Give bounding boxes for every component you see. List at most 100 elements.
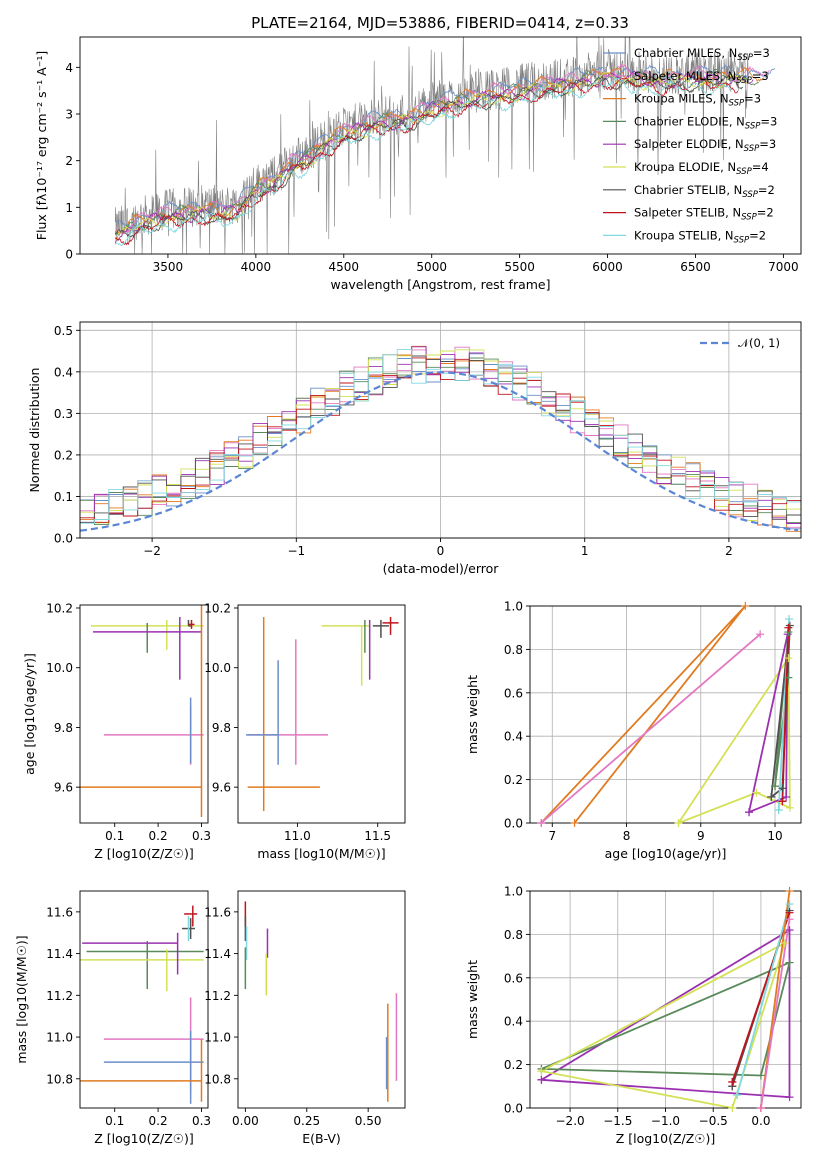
x-tick-label: −0.5 <box>699 1114 728 1128</box>
legend-entry: Chabrier STELIB, NSSP=2 <box>634 183 775 200</box>
y-tick-label: 11.4 <box>46 947 73 961</box>
x-tick-label: 0.3 <box>192 1114 211 1128</box>
legend-entry: Kroupa ELODIE, NSSP=4 <box>634 160 769 177</box>
legend-label-sub: SSP <box>737 53 753 63</box>
plot-area <box>246 616 399 812</box>
y-tick-label: 1 <box>65 201 73 215</box>
markers <box>537 926 794 1102</box>
axes-frame <box>529 605 802 824</box>
x-axis-label: Z [log10(Z/Z☉)] <box>94 1131 194 1146</box>
y-tick-label: 0.2 <box>504 773 523 787</box>
markers <box>756 915 794 1112</box>
legend-label-text: Chabrier STELIB, N <box>634 183 742 197</box>
x-tick-label: 0.2 <box>149 1114 168 1128</box>
legend-entry: Salpeter MILES, NSSP=3 <box>634 69 769 86</box>
y-tick-label: 0.6 <box>504 686 523 700</box>
legend-label-sub: SSP <box>741 213 757 223</box>
axes: −2.0 −1.5 −1.0 −0.5 0.0 0.0 0.2 0.4 0.6 0.8 1.0 Z [… <box>465 885 802 1146</box>
x-tick-label: 0.00 <box>232 1114 259 1128</box>
x-tick-label: 9 <box>697 829 705 843</box>
legend-label-text: Chabrier MILES, N <box>634 46 737 60</box>
markers <box>537 630 765 827</box>
y-axis-label: age [log10(age/yr)] <box>22 653 37 775</box>
axes-frame <box>79 321 802 539</box>
x-tick-label: 0.3 <box>192 829 211 843</box>
y-tick-label: 3 <box>65 108 73 122</box>
axes-frame <box>237 890 406 1109</box>
y-tick-label: 10.0 <box>46 661 73 675</box>
axes-frame <box>79 604 209 824</box>
error-point <box>82 932 179 975</box>
legend-label-end: =2 <box>757 206 774 220</box>
legend-label-sub: SSP <box>736 167 752 177</box>
x-tick-label: 2 <box>725 544 733 558</box>
y-tick-label: 9.8 <box>54 721 73 735</box>
chart-title: PLATE=2164, MJD=53886, FIBERID=0414, z=0… <box>251 14 629 32</box>
y-tick-label: 0.3 <box>54 407 73 421</box>
legend-label-end: =3 <box>760 114 777 128</box>
legend-label-end: =3 <box>753 46 770 60</box>
model-line <box>114 64 775 229</box>
weight-line <box>541 941 787 1108</box>
y-tick-label: 9.6 <box>212 781 231 795</box>
weight-line <box>540 633 761 823</box>
axes: −2 −1 0 1 2 0.0 0.1 0.2 0.3 0.4 0.5 (data-model)/er… <box>27 321 802 576</box>
weight-vs-Z-panel: −2.0 −1.5 −1.0 −0.5 0.0 0.0 0.2 0.4 0.6 0.8 1.0 Z [… <box>465 885 802 1146</box>
plot-area <box>244 901 398 1102</box>
axes: 0.1 0.2 0.3 9.6 9.8 10.0 10.2 Z [log10(Z/Z☉)] ag… <box>22 601 211 861</box>
y-axis-label: Flux [fλ10⁻¹⁷ erg cm⁻² s⁻¹ A⁻¹] <box>34 51 49 240</box>
legend-label-sub: SSP <box>744 144 760 154</box>
legend-label-text: Kroupa MILES, N <box>634 92 729 106</box>
x-tick-label: 0.50 <box>355 1114 382 1128</box>
y-tick-label: 0.2 <box>504 1058 523 1072</box>
y-tick-label: 9.6 <box>54 781 73 795</box>
y-tick-label: 0.8 <box>504 643 523 657</box>
y-tick-label: 11.6 <box>204 905 231 919</box>
x-axis-label: (data-model)/error <box>383 561 500 576</box>
legend-entry: Kroupa MILES, NSSP=3 <box>634 92 761 109</box>
plot-area <box>80 605 204 818</box>
y-tick-label: 11.0 <box>46 1031 73 1045</box>
y-tick-label: 0 <box>65 248 73 262</box>
x-tick-label: 7 <box>548 829 556 843</box>
y-tick-label: 0.4 <box>54 365 73 379</box>
legend-label-text: Salpeter MILES, N <box>634 69 736 83</box>
error-point <box>80 1039 203 1102</box>
axes: 0.00 0.25 0.50 10.8 11.0 11.2 11.4 11.6 E(B-V) <box>204 890 406 1146</box>
legend-label-end: =3 <box>759 137 776 151</box>
error-point <box>103 1030 204 1104</box>
y-tick-label: 9.8 <box>212 721 231 735</box>
x-tick-label: 8 <box>623 829 631 843</box>
y-tick-label: 0.4 <box>504 730 523 744</box>
y-tick-label: 0.0 <box>504 817 523 831</box>
normal-curve <box>80 371 799 532</box>
x-tick-label: 0 <box>437 544 445 558</box>
y-tick-label: 11.2 <box>46 989 73 1003</box>
legend-label-sub: SSP <box>729 99 745 109</box>
model-line <box>114 70 754 244</box>
axes: 7 8 9 10 0.0 0.2 0.4 0.6 0.8 1.0 age [log10(age/yr… <box>465 600 802 861</box>
error-point <box>184 905 198 927</box>
legend-label-text: Salpeter ELODIE, N <box>634 137 744 151</box>
error-point <box>103 705 204 765</box>
age-vs-mass-panel: 11.0 11.5 9.6 9.8 10.0 10.2 mass [log10(M/M☉)] <box>204 601 406 861</box>
plot-area <box>114 37 775 254</box>
x-tick-label: 0.2 <box>149 829 168 843</box>
legend-label-text: Kroupa ELODIE, N <box>634 160 736 174</box>
legend-label-end: =2 <box>749 228 766 242</box>
x-tick-label: −2 <box>143 544 161 558</box>
histogram-step <box>80 349 801 524</box>
weight-line <box>540 606 747 823</box>
axes-frame <box>529 890 802 1109</box>
mass-vs-ebv-panel: 0.00 0.25 0.50 10.8 11.0 11.2 11.4 11.6 E(B-V) <box>204 890 406 1146</box>
legend-label-end: =3 <box>752 69 769 83</box>
x-axis-label: wavelength [Angstrom, rest frame] <box>330 277 550 292</box>
x-tick-label: 0.1 <box>105 1114 124 1128</box>
y-tick-label: 0.1 <box>54 490 73 504</box>
x-tick-label: 11.0 <box>284 829 311 843</box>
axes: 11.0 11.5 9.6 9.8 10.0 10.2 mass [log10(M/M☉)] <box>204 601 406 861</box>
model-line <box>114 68 760 236</box>
markers <box>733 900 794 1099</box>
legend-label-end: =4 <box>752 160 769 174</box>
x-tick-label: 4500 <box>329 260 360 274</box>
